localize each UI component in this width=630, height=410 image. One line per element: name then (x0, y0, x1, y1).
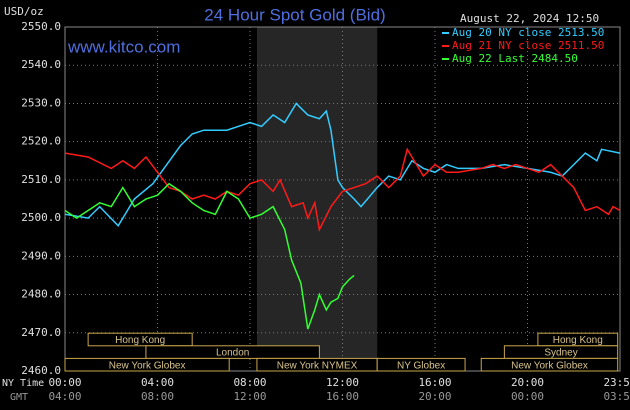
legend-entry: Aug 20 NY close 2513.50 (452, 26, 604, 39)
x2-tick-label: 16:00 (326, 390, 359, 403)
session-bar (64, 357, 230, 372)
x-axis-label: NY Time (2, 378, 44, 389)
x-tick-label: 08:00 (233, 376, 266, 389)
x-tick-label: 16:00 (418, 376, 451, 389)
y-tick-label: 2470.0 (21, 326, 61, 339)
session-label: London (216, 348, 249, 359)
session-label: New York Globex (109, 360, 186, 371)
legend-entry: Aug 21 NY close 2511.50 (452, 39, 604, 52)
y-tick-label: 2490.0 (21, 249, 61, 262)
session-label: NY Globex (397, 360, 445, 371)
x-tick-label: 00:00 (48, 376, 81, 389)
watermark: www.kitco.com (67, 37, 180, 56)
y-tick-label: 2510.0 (21, 173, 61, 186)
x2-tick-label: 12:00 (233, 390, 266, 403)
session-bar (480, 357, 619, 372)
x-tick-label: 12:00 (326, 376, 359, 389)
chart-title: 24 Hour Spot Gold (Bid) (204, 5, 385, 24)
x2-axis-label: GMT (10, 392, 28, 403)
y-tick-label: 2550.0 (21, 20, 61, 33)
y-tick-label: 2500.0 (21, 211, 61, 224)
legend-entry: Aug 22 Last 2484.50 (452, 52, 578, 65)
session-bar (145, 345, 320, 359)
session-label: New York Globex (511, 360, 588, 371)
x2-tick-label: 04:00 (48, 390, 81, 403)
x-tick-label: 23:59 (603, 376, 630, 389)
y-tick-label: 2540.0 (21, 58, 61, 71)
x-tick-label: 04:00 (141, 376, 174, 389)
x2-tick-label: 03:59 (603, 390, 630, 403)
session-label: Hong Kong (115, 335, 165, 346)
y-axis-label: USD/oz (4, 5, 44, 18)
session-bar (376, 357, 466, 372)
y-tick-label: 2530.0 (21, 96, 61, 109)
session-bar (87, 332, 193, 347)
x2-tick-label: 20:00 (418, 390, 451, 403)
y-tick-label: 2520.0 (21, 135, 61, 148)
series-line (64, 182, 355, 330)
highlight-band (256, 27, 378, 371)
y-tick-label: 2460.0 (21, 364, 61, 377)
x2-tick-label: 00:00 (511, 390, 544, 403)
series-line (64, 102, 621, 227)
x2-tick-label: 08:00 (141, 390, 174, 403)
session-label: Sydney (544, 348, 577, 359)
session-label: Hong Kong (553, 335, 603, 346)
timestamp: August 22, 2024 12:50 (460, 12, 599, 25)
session-label: New York NYMEX (277, 360, 358, 371)
x-tick-label: 20:00 (511, 376, 544, 389)
y-tick-label: 2480.0 (21, 288, 61, 301)
